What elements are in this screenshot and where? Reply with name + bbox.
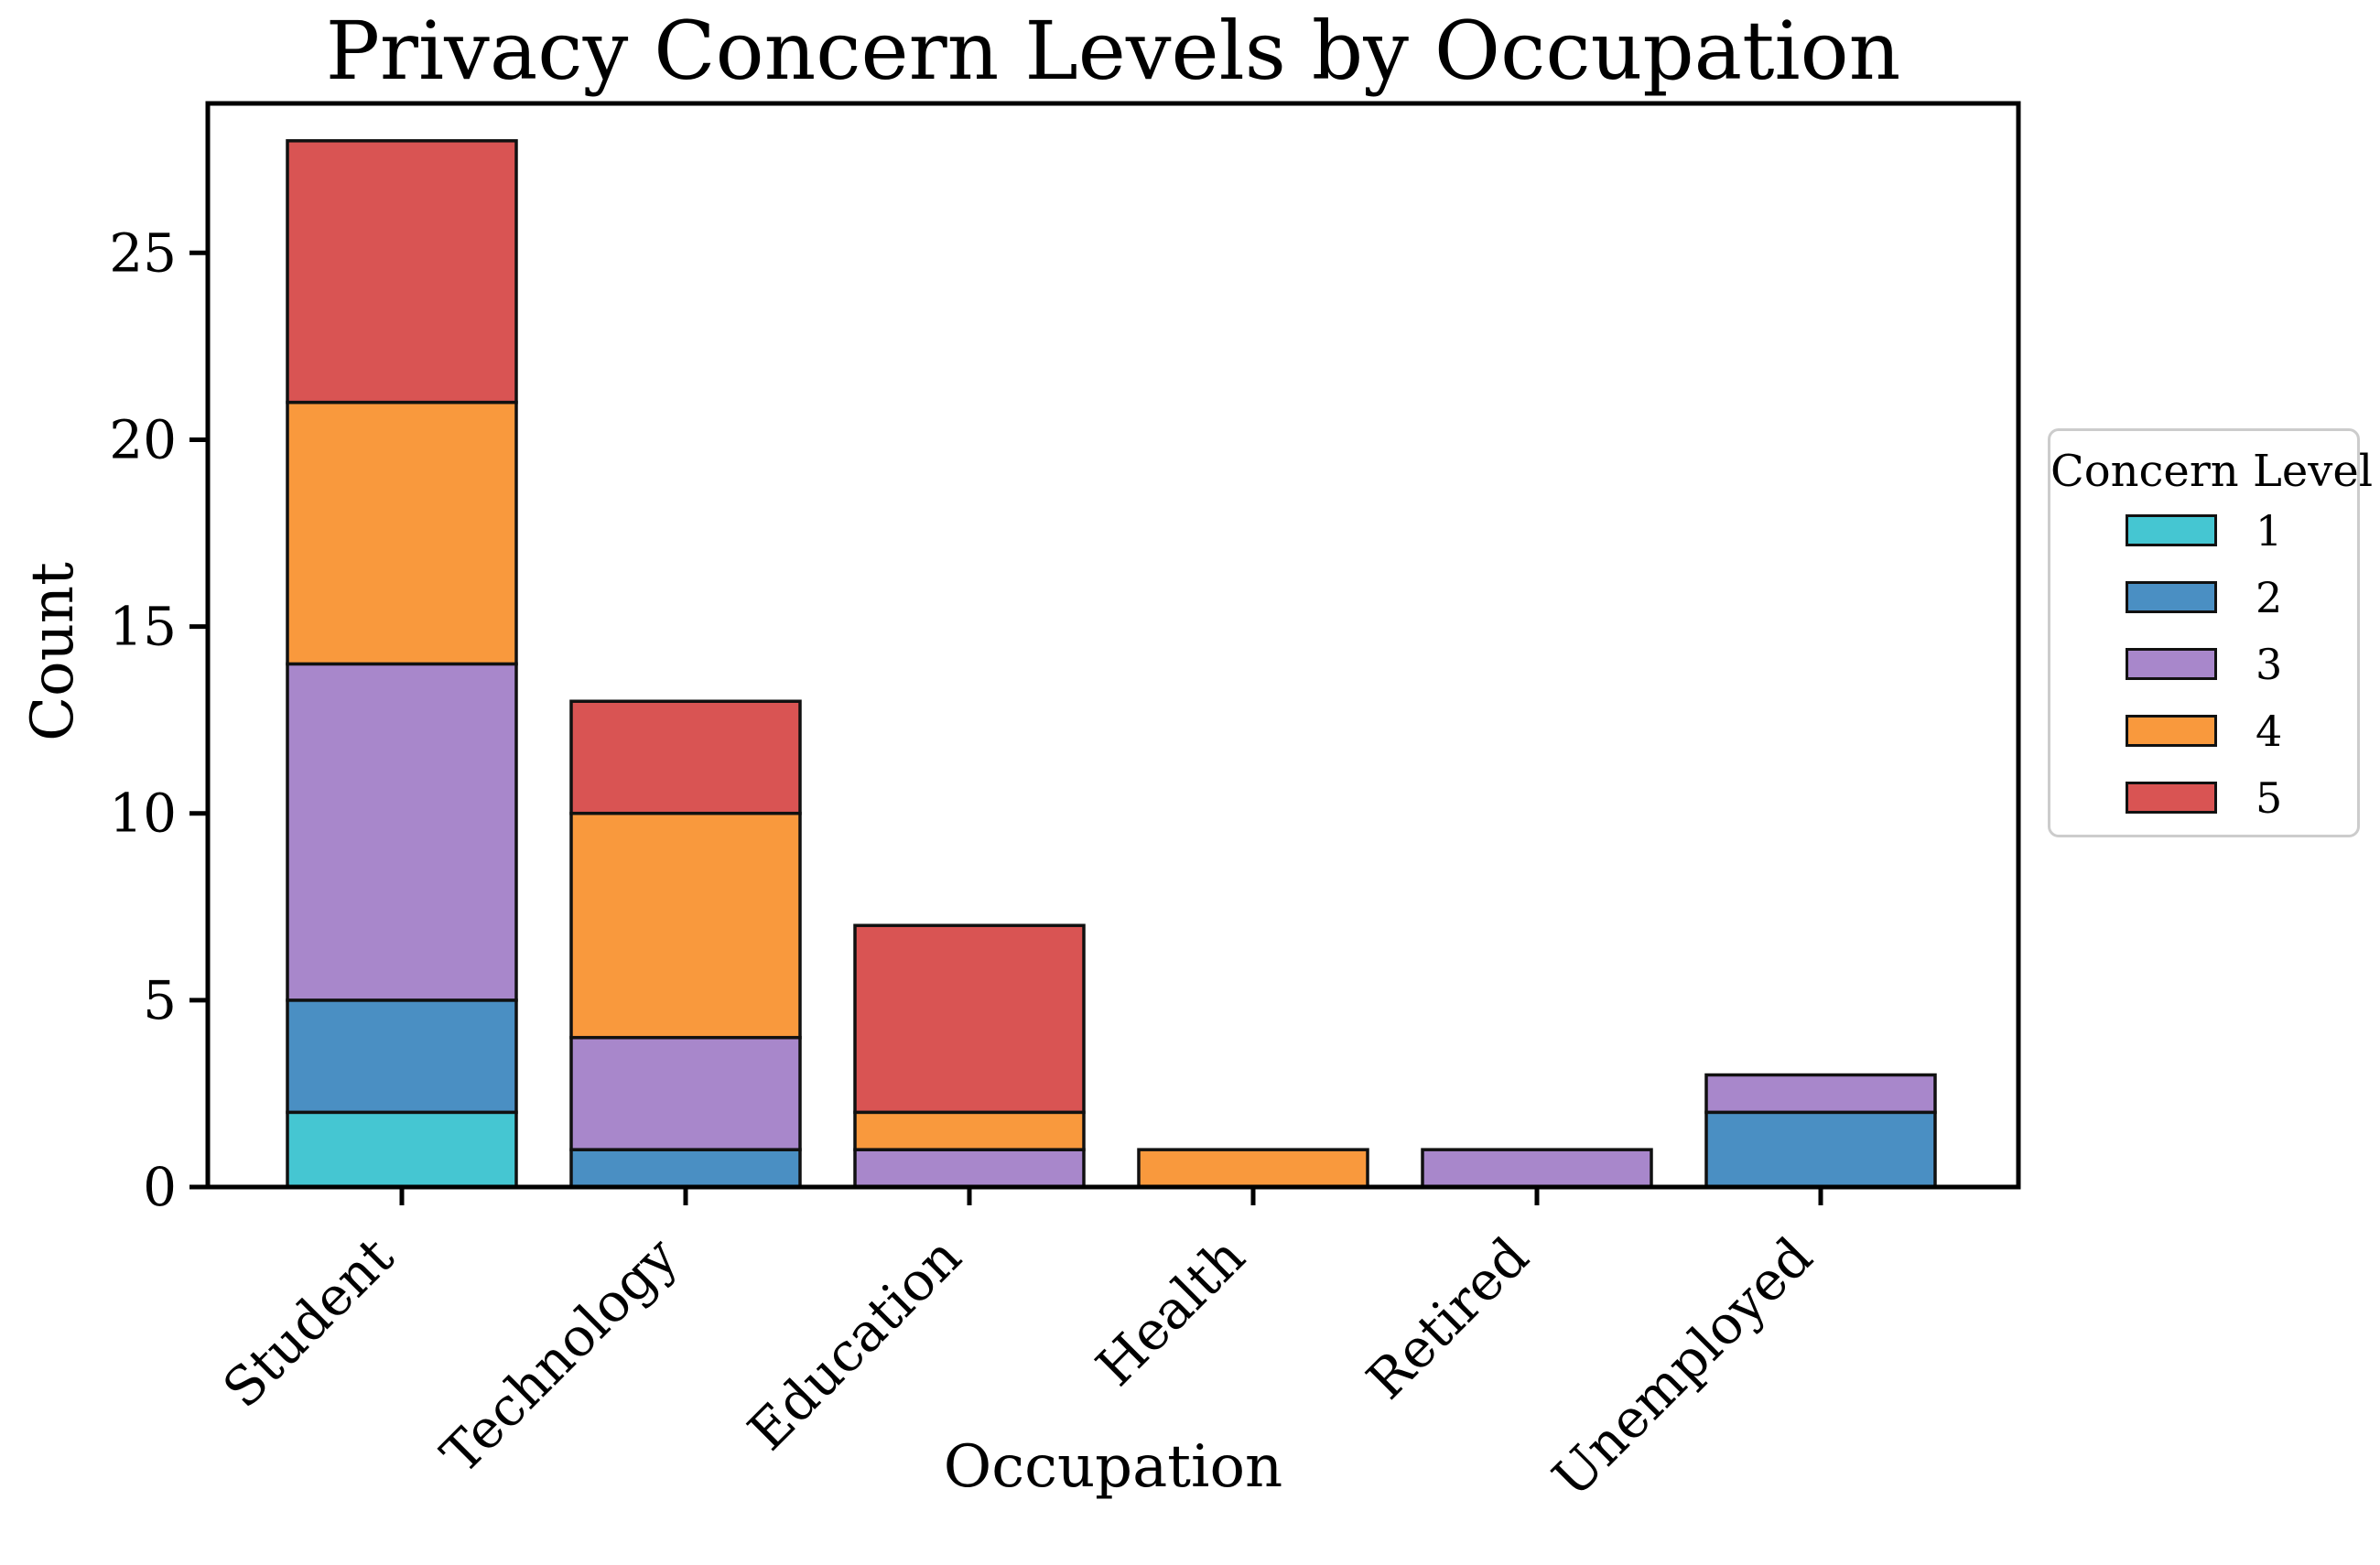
legend-row-1: 1 bbox=[2050, 497, 2357, 564]
legend-label-level-1: 1 bbox=[2256, 505, 2283, 556]
y-tick-label: 25 bbox=[109, 221, 177, 284]
x-tick-label-student: Student bbox=[211, 1225, 405, 1419]
legend-swatch-level-5 bbox=[2126, 782, 2217, 814]
x-tick-label-health: Health bbox=[1084, 1225, 1257, 1398]
x-tick-label-education: Education bbox=[736, 1225, 973, 1462]
bar-segment-technology-level-4 bbox=[569, 811, 802, 1040]
legend-row-3: 3 bbox=[2050, 631, 2357, 697]
legend-label-level-5: 5 bbox=[2256, 772, 2283, 823]
axes-spines bbox=[205, 101, 2021, 1190]
legend-swatch-level-1 bbox=[2126, 514, 2217, 546]
y-tick-label: 15 bbox=[109, 596, 177, 658]
legend-title: Concern Level bbox=[2050, 446, 2374, 497]
legend-swatch-level-4 bbox=[2126, 715, 2217, 747]
y-tick-label: 20 bbox=[109, 408, 177, 470]
x-tick-label-retired: Retired bbox=[1355, 1225, 1541, 1411]
bar-segment-student-level-5 bbox=[286, 139, 518, 405]
legend-swatch-level-2 bbox=[2126, 581, 2217, 613]
y-tick-label: 5 bbox=[143, 969, 177, 1031]
legend-swatch-level-3 bbox=[2126, 648, 2217, 680]
bar-segment-student-level-2 bbox=[286, 998, 518, 1115]
legend-row-4: 4 bbox=[2050, 697, 2357, 764]
x-axis-title: Occupation bbox=[943, 1433, 1283, 1501]
bar-segment-student-level-4 bbox=[286, 400, 518, 666]
bar-segment-student-level-1 bbox=[286, 1110, 518, 1189]
legend-items: 1 2 3 4 5 bbox=[2050, 497, 2357, 831]
bar-segment-student-level-3 bbox=[286, 662, 518, 1002]
bar-segment-education-level-4 bbox=[853, 1110, 1086, 1151]
y-tick-label: 10 bbox=[109, 782, 177, 845]
legend-row-5: 5 bbox=[2050, 764, 2357, 831]
legend: Concern Level 1 2 3 4 5 bbox=[2048, 428, 2374, 837]
bar-segment-technology-level-2 bbox=[569, 1148, 802, 1189]
bar-segment-education-level-3 bbox=[853, 1148, 1086, 1189]
bar-segment-retired-level-3 bbox=[1421, 1148, 1653, 1189]
bar-segment-technology-level-3 bbox=[569, 1035, 802, 1151]
bar-segment-unemployed-level-2 bbox=[1704, 1110, 1937, 1189]
chart-title: Privacy Concern Levels by Occupation bbox=[325, 4, 1901, 98]
y-tick-label: 0 bbox=[143, 1156, 177, 1218]
legend-label-level-3: 3 bbox=[2256, 639, 2283, 689]
bar-segment-unemployed-level-3 bbox=[1704, 1073, 1937, 1115]
bar-segment-education-level-5 bbox=[853, 923, 1086, 1115]
legend-label-level-2: 2 bbox=[2256, 572, 2283, 622]
legend-row-2: 2 bbox=[2050, 564, 2357, 631]
legend-label-level-4: 4 bbox=[2256, 706, 2283, 756]
bar-segment-health-level-4 bbox=[1137, 1148, 1369, 1189]
bar-segment-technology-level-5 bbox=[569, 699, 802, 815]
